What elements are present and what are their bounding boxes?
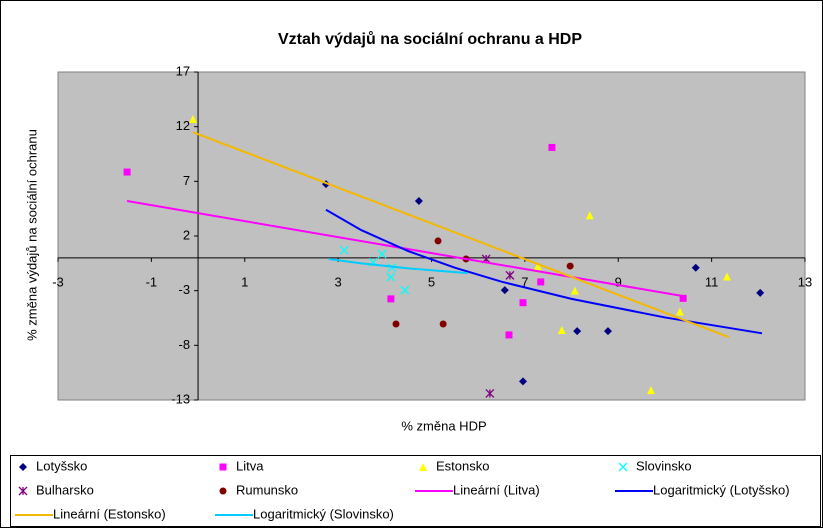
- x-tick-label: 7: [521, 274, 528, 289]
- legend-label: Slovinsko: [636, 458, 692, 473]
- y-tick-label: -8: [179, 337, 191, 352]
- x-tick-label: 11: [705, 274, 719, 289]
- point: [439, 320, 447, 328]
- legend-marker: [19, 463, 27, 471]
- point: [505, 270, 515, 280]
- point: [386, 272, 396, 282]
- point: [387, 295, 395, 303]
- legend-marker: [618, 462, 628, 472]
- y-tick-label: 17: [176, 63, 190, 78]
- point: [675, 307, 684, 316]
- point: [414, 197, 423, 206]
- legend-marker: [18, 486, 28, 496]
- y-tick-label: -13: [171, 391, 190, 406]
- x-tick-label: -1: [146, 274, 158, 289]
- legend-label: Litva: [236, 458, 264, 473]
- x-tick-label: 5: [428, 274, 435, 289]
- x-tick-label: 9: [615, 274, 622, 289]
- legend-marker: [219, 487, 227, 495]
- point: [505, 331, 513, 339]
- x-tick-label: 3: [335, 274, 342, 289]
- chart-title: Vztah výdajů na sociální ochranu a HDP: [278, 31, 582, 48]
- point: [434, 237, 442, 245]
- point: [537, 278, 545, 286]
- legend-label: Logaritmický (Lotyšsko): [653, 482, 790, 497]
- point: [573, 327, 582, 336]
- point: [557, 326, 566, 335]
- y-tick-label: 2: [183, 227, 190, 242]
- trend-line: [192, 131, 730, 339]
- point: [646, 386, 655, 395]
- point: [585, 211, 594, 220]
- point: [723, 272, 732, 281]
- point: [570, 286, 579, 295]
- point: [691, 263, 700, 272]
- legend-marker: [419, 463, 427, 471]
- y-tick-label: 12: [176, 118, 190, 133]
- point: [566, 262, 574, 270]
- legend-label: Logaritmický (Slovinsko): [253, 506, 394, 521]
- trend-line: [328, 257, 468, 275]
- point: [485, 388, 495, 398]
- x-tick-label: 1: [241, 274, 248, 289]
- point: [188, 115, 197, 124]
- point: [756, 288, 765, 297]
- x-tick-label: -3: [52, 274, 64, 289]
- point: [519, 299, 527, 307]
- y-axis-title: % změna výdajů na sociální ochranu: [24, 129, 39, 341]
- point: [123, 168, 131, 176]
- x-axis-title: % změna HDP: [401, 418, 486, 433]
- legend-label: Rumunsko: [236, 482, 298, 497]
- point: [400, 285, 410, 295]
- legend-label: Bulharsko: [36, 482, 94, 497]
- legend-marker: [219, 463, 227, 471]
- legend-label: Lineární (Estonsko): [53, 506, 166, 521]
- point: [533, 262, 542, 271]
- point: [377, 249, 387, 259]
- point: [392, 320, 400, 328]
- trend-line: [325, 208, 763, 335]
- point: [679, 294, 687, 302]
- plot-area: [57, 71, 806, 401]
- point: [519, 377, 528, 386]
- x-tick-label: 13: [798, 274, 812, 289]
- legend-label: Lineární (Litva): [453, 482, 540, 497]
- point: [500, 286, 509, 295]
- legend-label: Lotyšsko: [36, 458, 87, 473]
- point: [339, 245, 349, 255]
- point: [603, 327, 612, 336]
- y-tick-label: 7: [183, 173, 190, 188]
- point: [387, 263, 397, 273]
- trend-line: [126, 200, 684, 298]
- point: [548, 143, 556, 151]
- legend-label: Estonsko: [436, 458, 489, 473]
- y-tick-label: -3: [179, 282, 191, 297]
